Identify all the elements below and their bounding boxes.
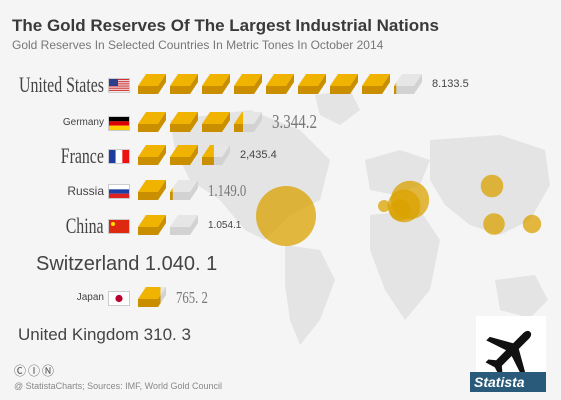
country-label: Switzerland 1.040. 1: [36, 253, 218, 275]
ru-flag-icon: [108, 184, 130, 199]
gold-bar: [170, 180, 198, 200]
brand-logo: Statista: [470, 372, 546, 392]
gold-bar: [138, 112, 166, 132]
gold-bar: [266, 74, 294, 94]
gold-bar: [330, 74, 358, 94]
gold-bar: [362, 74, 390, 94]
gold-bar: [138, 145, 166, 165]
gold-bar: [298, 74, 326, 94]
chart-subtitle: Gold Reserves In Selected Countries In M…: [12, 38, 384, 52]
gold-bar: [202, 145, 230, 165]
reserve-circle: [256, 186, 316, 246]
gold-bar: [202, 112, 230, 132]
reserve-circles: [256, 174, 542, 246]
map-south-america: [285, 245, 335, 345]
fr-flag-icon: [108, 149, 130, 164]
value-label: 8.133.5: [432, 78, 469, 91]
country-label: France: [60, 142, 104, 168]
us-flag-icon: [108, 78, 130, 93]
airplane-icon: [485, 330, 532, 377]
license-icons: ⒸⒾⓃ: [14, 364, 57, 378]
gold-bar: [234, 112, 262, 132]
country-label: United Kingdom 310. 3: [18, 324, 191, 344]
chart-title: The Gold Reserves Of The Largest Industr…: [12, 16, 439, 35]
map-greenland: [315, 90, 360, 125]
value-label: 1.054.1: [208, 220, 242, 231]
gold-bar: [170, 145, 198, 165]
country-label: China: [66, 212, 104, 238]
gold-bar: [138, 180, 166, 200]
reserve-circle: [522, 214, 542, 234]
gold-bar: [170, 215, 198, 235]
jp-flag-icon: [108, 291, 130, 306]
country-label: Russia: [67, 183, 104, 198]
gold-bar: [170, 112, 198, 132]
reserve-circle: [389, 199, 411, 221]
source-note: @ StatistaCharts; Sources: IMF, World Go…: [14, 381, 223, 391]
value-label: 3.344.2: [272, 111, 317, 133]
gold-bar: [138, 74, 166, 94]
country-label: Japan: [76, 292, 104, 303]
cn-flag-icon: [108, 219, 130, 234]
reserve-circle: [480, 174, 504, 198]
value-label: 765. 2: [176, 287, 208, 307]
gold-bar: [170, 74, 198, 94]
value-label: 1.149.0: [208, 180, 247, 200]
gold-bar: [394, 74, 422, 94]
reserve-circle: [483, 213, 505, 235]
gold-bar: [234, 74, 262, 94]
gold-bar: [202, 74, 230, 94]
map-africa: [370, 210, 440, 320]
gold-bar: [138, 215, 166, 235]
map-australia: [495, 275, 548, 318]
value-label: 2,435.4: [240, 149, 277, 162]
de-flag-icon: [108, 116, 130, 131]
reserve-circle: [378, 200, 390, 212]
country-label: United States: [19, 71, 104, 97]
gold-bar: [138, 287, 166, 307]
country-label: Germany: [62, 117, 104, 128]
